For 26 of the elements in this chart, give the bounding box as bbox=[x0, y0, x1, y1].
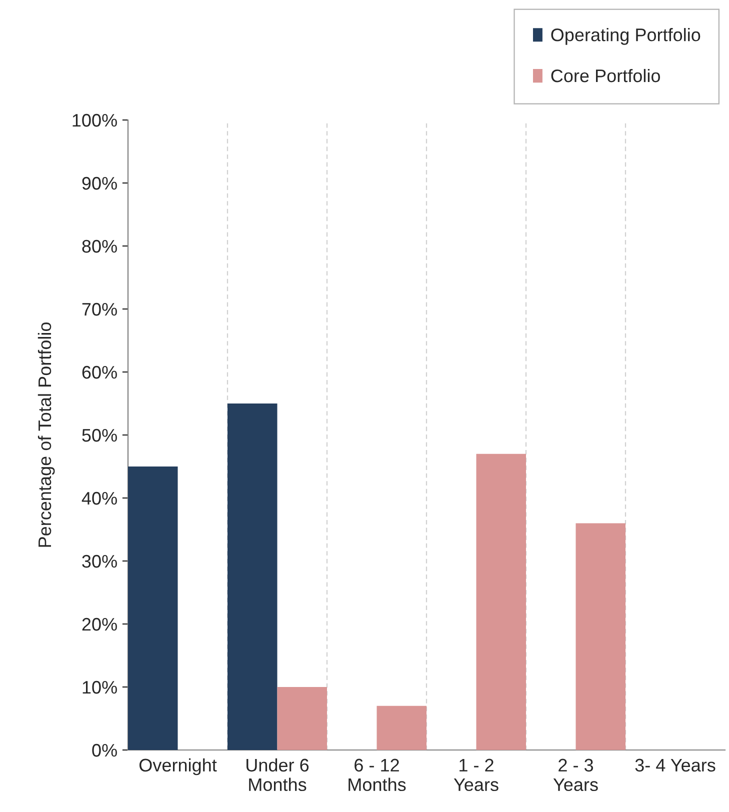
x-tick-label: 3- 4 Years bbox=[635, 758, 716, 772]
x-tick-label: Overnight bbox=[139, 758, 217, 776]
y-tick-label: 20% bbox=[82, 618, 117, 631]
y-axis-title: Percentage of Total Portfolio bbox=[38, 322, 55, 547]
x-tick-label: 2 - 3 Years bbox=[553, 758, 598, 792]
legend-label: Core Portfolio bbox=[551, 68, 660, 82]
bar bbox=[476, 454, 526, 750]
y-tick-label: 10% bbox=[82, 680, 117, 694]
bar bbox=[376, 706, 426, 750]
x-tick-label: 1 - 2 Years bbox=[454, 758, 498, 792]
bar bbox=[228, 404, 278, 750]
x-tick-label: 6 - 12 Months bbox=[348, 758, 406, 792]
bar bbox=[277, 687, 327, 750]
x-tick-label: Under 6 Months bbox=[246, 758, 309, 792]
bar bbox=[128, 466, 178, 750]
y-tick-label: 90% bbox=[82, 176, 117, 190]
legend-label: Operating Portfolio bbox=[551, 28, 700, 45]
y-tick-label: 30% bbox=[82, 554, 117, 568]
y-tick-label: 60% bbox=[82, 366, 117, 379]
y-tick-label: 0% bbox=[92, 744, 117, 757]
bar bbox=[576, 523, 626, 750]
y-tick-label: 70% bbox=[82, 302, 117, 316]
y-tick-label: 40% bbox=[82, 492, 117, 505]
y-tick-label: 50% bbox=[82, 428, 117, 442]
y-tick-label: 80% bbox=[82, 240, 117, 253]
y-tick-label: 100% bbox=[72, 114, 117, 127]
